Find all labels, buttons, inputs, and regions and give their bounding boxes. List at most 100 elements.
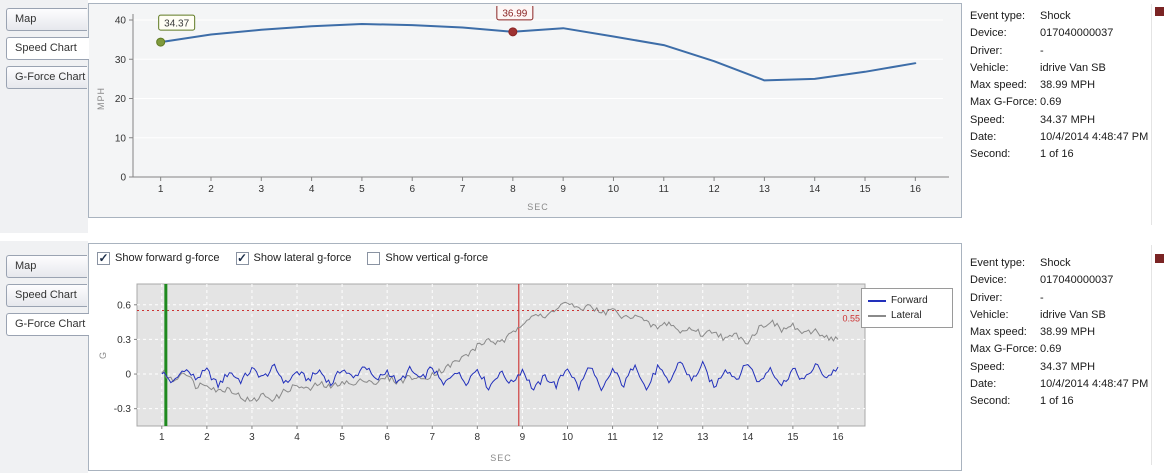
detail-row: Second: 1 of 16: [970, 146, 1150, 163]
detail-value: 1 of 16: [1040, 395, 1074, 408]
tab-gforce-chart[interactable]: G-Force Chart: [6, 313, 89, 336]
svg-text:10: 10: [608, 184, 620, 195]
detail-value: Shock: [1040, 257, 1071, 269]
detail-value: 10/4/2014 4:48:47 PM: [1040, 378, 1149, 391]
checkbox-box[interactable]: ✓: [97, 250, 110, 265]
checkbox-box[interactable]: [367, 251, 381, 265]
tab-speed-chart[interactable]: Speed Chart: [6, 37, 89, 60]
checkbox-label: Show vertical g-force: [385, 252, 489, 264]
detail-row: Vehicle: idrive Van SB: [970, 307, 1150, 324]
svg-text:2: 2: [208, 184, 214, 195]
svg-text:40: 40: [115, 16, 127, 27]
svg-text:SEC: SEC: [490, 453, 512, 463]
detail-row: Device: 017040000037: [970, 25, 1150, 42]
svg-text:9: 9: [520, 432, 526, 443]
svg-text:12: 12: [709, 184, 721, 195]
svg-text:4: 4: [309, 184, 315, 195]
top-tabstrip: Map Speed Chart G-Force Chart: [0, 0, 89, 233]
detail-value: -: [1040, 44, 1044, 57]
svg-text:3: 3: [259, 184, 265, 195]
svg-text:10: 10: [562, 432, 574, 443]
svg-text:16: 16: [832, 432, 844, 443]
speed-chart-section: Map Speed Chart G-Force Chart 0 10 20 30 40 1…: [0, 0, 1176, 233]
svg-text:0.3: 0.3: [117, 335, 131, 346]
detail-row: Event type: Shock: [970, 255, 1150, 272]
svg-text:0.6: 0.6: [117, 300, 131, 311]
svg-text:11: 11: [659, 184, 670, 195]
chart-legend: Forward Lateral: [861, 288, 953, 328]
svg-text:3: 3: [249, 432, 255, 443]
svg-text:15: 15: [787, 432, 799, 443]
detail-value: Shock: [1040, 10, 1071, 22]
svg-text:30: 30: [115, 55, 127, 66]
legend-label: Forward: [891, 295, 928, 306]
detail-label: Max speed:: [970, 326, 1027, 339]
splitter-handle-icon[interactable]: [1155, 7, 1164, 16]
detail-row: Max G-Force: 0.69: [970, 94, 1150, 111]
svg-text:1: 1: [158, 184, 164, 195]
svg-text:6: 6: [409, 184, 415, 195]
detail-row: Max speed: 38.99 MPH: [970, 324, 1150, 341]
svg-text:13: 13: [697, 432, 709, 443]
svg-text:7: 7: [429, 432, 435, 443]
detail-label: Second:: [970, 148, 1011, 161]
gforce-chart-panel[interactable]: ✓ Show forward g-force ✓ Show lateral g-…: [88, 243, 962, 471]
detail-label: Event type:: [970, 10, 1026, 22]
svg-text:9: 9: [560, 184, 566, 195]
detail-row: Speed: 34.37 MPH: [970, 359, 1150, 376]
svg-text:16: 16: [910, 184, 922, 195]
detail-row: Event type: Shock: [970, 8, 1150, 25]
tab-speed-chart[interactable]: Speed Chart: [6, 284, 87, 307]
gforce-chart-svg[interactable]: 0.55-0.300.30.61 2 3 4 5 6 7 8 9 10 11 12 13 14 15 16SE…: [93, 270, 877, 466]
svg-text:0: 0: [125, 370, 131, 381]
checkbox-box[interactable]: ✓: [235, 250, 249, 265]
svg-text:14: 14: [809, 184, 821, 195]
event-details-panel: Event type: Shock Device: 017040000037 Dri…: [970, 255, 1150, 411]
legend-label: Lateral: [891, 310, 922, 321]
detail-row: Date: 10/4/2014 4:48:47 PM: [970, 376, 1150, 393]
detail-value: -: [1040, 291, 1044, 304]
tab-gforce-chart[interactable]: G-Force Chart: [6, 66, 87, 89]
detail-label: Device:: [970, 27, 1007, 40]
detail-value: 1 of 16: [1040, 148, 1074, 161]
checkbox-show-forward-gforce[interactable]: ✓ Show forward g-force: [97, 250, 220, 265]
detail-label: Device:: [970, 274, 1007, 287]
detail-row: Driver: -: [970, 43, 1150, 60]
detail-value: idrive Van SB: [1040, 308, 1106, 321]
tab-map[interactable]: Map: [6, 255, 87, 278]
detail-label: Vehicle:: [970, 61, 1009, 74]
svg-text:0: 0: [120, 173, 126, 184]
svg-text:G: G: [98, 351, 108, 359]
tab-map[interactable]: Map: [6, 8, 87, 31]
detail-row: Device: 017040000037: [970, 272, 1150, 289]
detail-value: 017040000037: [1040, 27, 1114, 40]
svg-text:0.55: 0.55: [842, 314, 860, 324]
speed-chart-panel[interactable]: 0 10 20 30 40 1 2 3 4 5 6 7 8 9 10 11 12 13 14 15 16 SEC MPH 34…: [88, 3, 962, 218]
svg-text:SEC: SEC: [527, 202, 549, 212]
detail-row: Vehicle: idrive Van SB: [970, 60, 1150, 77]
detail-label: Max G-Force:: [970, 343, 1038, 356]
checkbox-show-vertical-gforce[interactable]: Show vertical g-force: [367, 251, 489, 265]
svg-text:-0.3: -0.3: [114, 404, 132, 415]
svg-text:5: 5: [339, 432, 345, 443]
panel-divider: [1151, 4, 1152, 225]
detail-label: Max G-Force:: [970, 96, 1038, 109]
detail-row: Driver: -: [970, 290, 1150, 307]
svg-text:MPH: MPH: [96, 87, 106, 110]
svg-text:12: 12: [652, 432, 664, 443]
detail-label: Speed:: [970, 360, 1005, 373]
svg-text:8: 8: [475, 432, 481, 443]
splitter-handle-icon[interactable]: [1155, 254, 1164, 263]
svg-text:2: 2: [204, 432, 210, 443]
svg-text:10: 10: [115, 133, 127, 144]
lateral-line-swatch: [868, 314, 886, 317]
detail-label: Date:: [970, 131, 997, 144]
checkbox-label: Show forward g-force: [115, 252, 220, 264]
detail-row: Second: 1 of 16: [970, 393, 1150, 410]
detail-row: Date: 10/4/2014 4:48:47 PM: [970, 129, 1150, 146]
detail-label: Date:: [970, 378, 997, 391]
checkbox-show-lateral-gforce[interactable]: ✓ Show lateral g-force: [235, 250, 351, 265]
detail-row: Max speed: 38.99 MPH: [970, 77, 1150, 94]
forward-line-swatch: [868, 299, 886, 302]
